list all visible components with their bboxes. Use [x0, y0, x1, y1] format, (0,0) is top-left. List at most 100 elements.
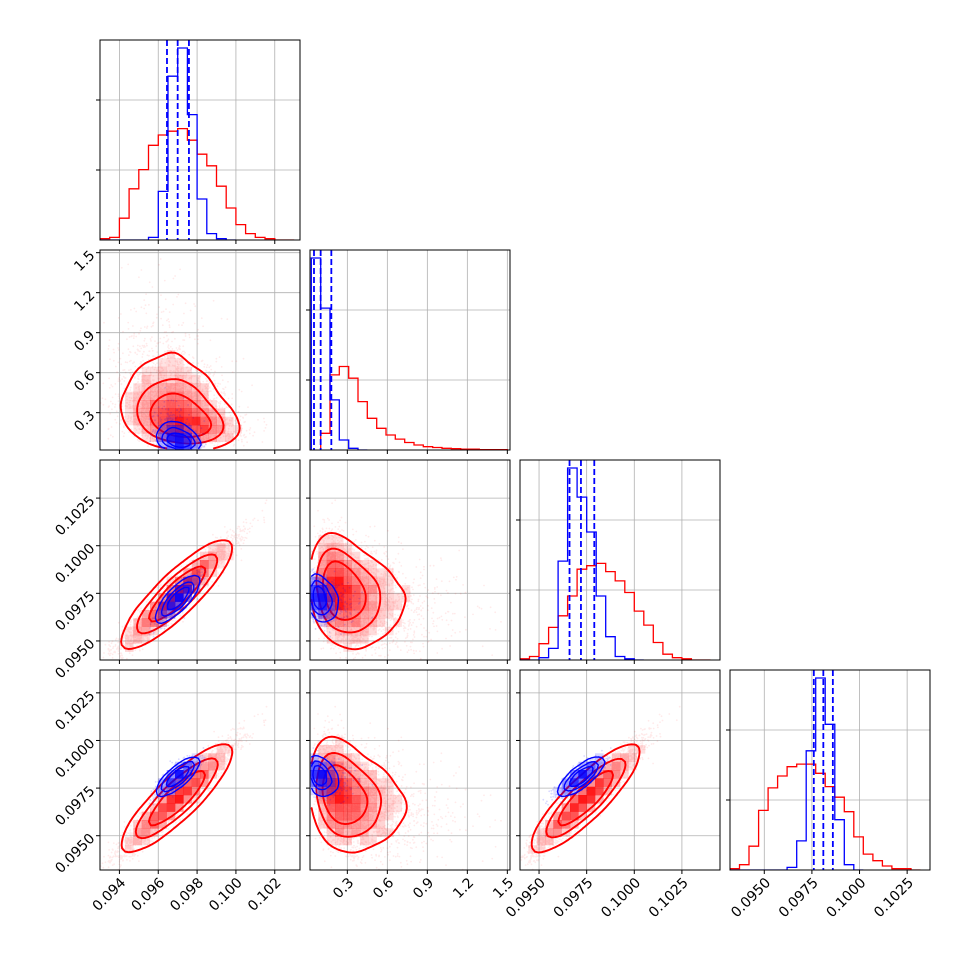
scatter-point: [148, 350, 151, 352]
scatter-point: [195, 390, 198, 393]
scatter-point: [134, 411, 137, 414]
scatter-point: [134, 365, 137, 368]
scatter-point: [117, 347, 119, 349]
scatter-point: [167, 399, 170, 402]
scatter-point: [144, 420, 146, 423]
scatter-point: [165, 382, 168, 385]
scatter-point: [154, 438, 157, 441]
scatter-point: [133, 414, 136, 417]
scatter-point: [145, 312, 148, 315]
scatter-point: [184, 388, 187, 390]
scatter-point: [108, 405, 110, 407]
scatter-point: [139, 362, 142, 365]
panel-1-0: [99, 249, 301, 451]
scatter-point: [173, 383, 176, 386]
scatter-point: [211, 410, 214, 412]
density-bin: [183, 391, 192, 401]
scatter-point: [177, 381, 180, 383]
scatter-point: [129, 392, 132, 395]
scatter-point: [193, 388, 196, 391]
scatter-point: [166, 370, 169, 373]
scatter-point: [212, 418, 215, 421]
scatter-point: [132, 345, 135, 348]
scatter-point: [162, 383, 164, 386]
scatter-point: [217, 382, 220, 385]
scatter-point: [201, 433, 204, 435]
scatter-point: [155, 443, 158, 446]
scatter-point: [121, 430, 124, 433]
scatter-point: [192, 440, 195, 443]
scatter-point: [129, 399, 132, 402]
scatter-point: [211, 403, 214, 406]
scatter-point: [143, 407, 145, 410]
scatter-point: [133, 399, 136, 402]
scatter-point: [128, 407, 131, 409]
density-bin: [208, 425, 217, 434]
scatter-point: [218, 406, 221, 409]
scatter-point: [200, 405, 202, 408]
panel-2-0: [99, 459, 301, 661]
scatter-point: [134, 352, 137, 354]
scatter-point: [218, 402, 220, 404]
scatter-point: [127, 415, 130, 417]
scatter-point: [159, 435, 161, 438]
scatter-point: [172, 330, 175, 333]
scatter-point: [194, 394, 197, 397]
scatter-point: [195, 400, 198, 403]
scatter-point: [176, 382, 179, 384]
scatter-point: [138, 428, 141, 430]
scatter-point: [184, 390, 187, 392]
scatter-point: [143, 412, 146, 415]
density-bin: [158, 366, 167, 376]
scatter-point: [139, 424, 141, 427]
scatter-point: [126, 338, 128, 341]
scatter-point: [151, 397, 153, 400]
scatter-point: [173, 357, 176, 360]
scatter-point: [145, 415, 148, 418]
scatter-point: [142, 419, 145, 422]
scatter-point: [257, 419, 259, 421]
scatter-point: [212, 299, 215, 302]
scatter-point: [128, 396, 131, 399]
scatter-point: [196, 335, 199, 337]
scatter-point: [209, 372, 212, 375]
scatter-point: [139, 401, 142, 404]
scatter-point: [117, 395, 120, 398]
scatter-point: [172, 303, 175, 306]
scatter-point: [133, 307, 136, 310]
density-bin: [208, 408, 217, 417]
scatter-point: [213, 373, 216, 376]
scatter-point: [197, 362, 200, 365]
scatter-point: [170, 391, 172, 393]
scatter-point: [204, 409, 207, 412]
scatter-point: [204, 402, 207, 405]
scatter-point: [183, 353, 185, 356]
scatter-point: [218, 356, 221, 358]
scatter-point: [137, 349, 140, 351]
scatter-point: [134, 383, 137, 386]
scatter-point: [153, 430, 156, 432]
scatter-point: [181, 350, 184, 353]
scatter-point: [151, 361, 154, 363]
scatter-point: [194, 392, 197, 395]
scatter-point: [167, 346, 169, 348]
scatter-point: [142, 394, 145, 397]
scatter-point: [213, 434, 216, 437]
scatter-point: [134, 421, 137, 424]
scatter-point: [173, 374, 176, 377]
scatter-point: [215, 421, 218, 424]
scatter-point: [197, 385, 199, 388]
scatter-point: [231, 433, 234, 435]
scatter-point: [265, 423, 268, 426]
scatter-point: [155, 405, 158, 407]
scatter-point: [196, 370, 199, 372]
scatter-point: [120, 363, 123, 366]
scatter-point: [172, 277, 175, 280]
scatter-point: [151, 347, 153, 350]
scatter-point: [263, 417, 265, 420]
scatter-point: [149, 380, 152, 383]
scatter-point: [169, 387, 172, 390]
density-bin: [141, 433, 151, 442]
scatter-point: [203, 445, 206, 448]
scatter-point: [138, 440, 141, 442]
